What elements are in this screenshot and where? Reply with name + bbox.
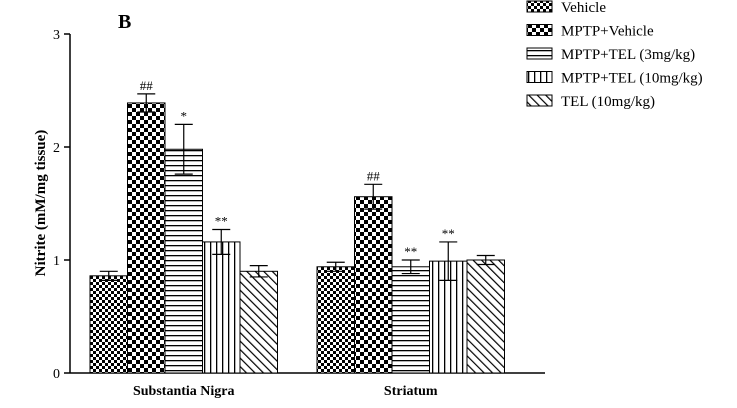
legend-swatch	[526, 47, 553, 60]
x-axis-labels: Substantia Nigra Striatum	[133, 384, 438, 399]
bar	[466, 259, 505, 374]
y-tick-label: 1	[53, 254, 60, 269]
bars-group: ##***##****	[89, 78, 505, 374]
legend-swatch	[526, 94, 553, 107]
legend-label: MPTP+TEL (10mg/kg)	[561, 71, 703, 87]
significance-label: ##	[140, 78, 154, 93]
significance-label: *	[181, 108, 188, 123]
panel-label: B	[118, 11, 131, 33]
bar	[202, 241, 241, 374]
legend-swatch	[526, 71, 553, 83]
bar	[354, 196, 393, 374]
significance-label: **	[404, 244, 417, 259]
significance-label: **	[442, 226, 455, 241]
y-axis-label: Nitrite (mM/mg tissue)	[33, 130, 49, 277]
category-label: Striatum	[384, 384, 438, 399]
bar	[164, 148, 203, 374]
bar	[127, 102, 166, 374]
category-label: Substantia Nigra	[133, 384, 235, 399]
significance-label: ##	[367, 168, 381, 183]
legend: Vehicle MPTP+Vehicle MPTP+TEL (3mg/kg) MPTP…	[526, 0, 703, 110]
y-tick-label: 0	[53, 367, 60, 382]
legend-label: MPTP+TEL (3mg/kg)	[561, 47, 695, 63]
significance-label: **	[215, 213, 228, 228]
legend-label: TEL (10mg/kg)	[561, 94, 655, 110]
legend-label: Vehicle	[561, 0, 606, 16]
y-tick-label: 2	[53, 141, 60, 156]
bar	[239, 270, 278, 374]
legend-label: MPTP+Vehicle	[561, 24, 654, 40]
bar	[391, 266, 430, 374]
y-tick-label: 3	[53, 28, 60, 43]
bar	[316, 266, 355, 374]
legend-swatch	[526, 0, 553, 13]
bar	[89, 275, 128, 374]
legend-swatch	[526, 24, 553, 36]
